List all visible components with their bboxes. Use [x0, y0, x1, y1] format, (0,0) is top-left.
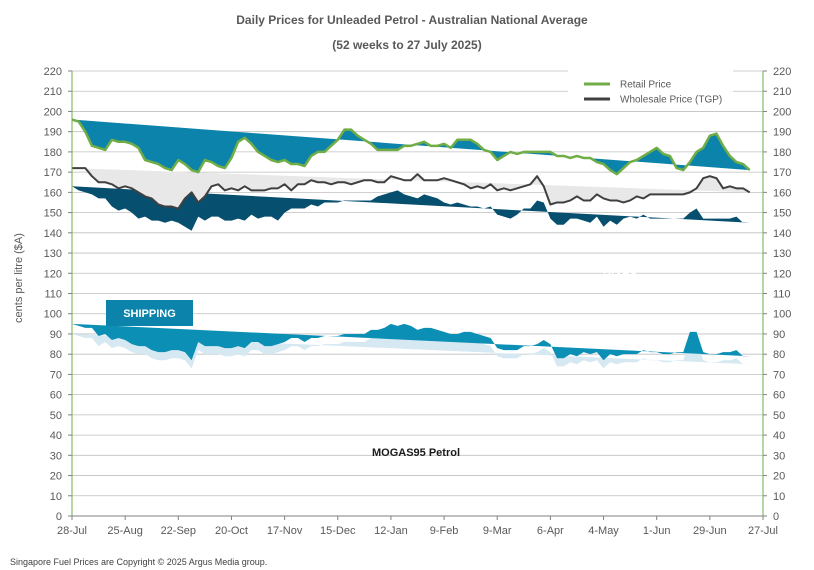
- y-tick-label-right: 140: [773, 228, 791, 240]
- annotation-mogas95: MOGAS95 Petrol: [372, 447, 460, 459]
- y-tick-label-left: 60: [50, 390, 62, 402]
- y-tick-label-right: 110: [773, 289, 791, 301]
- area-taxes: [72, 186, 750, 231]
- area-mogas95-petrol: [72, 331, 750, 369]
- y-tick-label-left: 70: [50, 369, 62, 381]
- x-tick-label: 17-Nov: [267, 525, 303, 537]
- chart-title: Daily Prices for Unleaded Petrol - Austr…: [236, 13, 588, 27]
- annotation-taxes: TAXES: [601, 268, 637, 280]
- x-tick-label: 15-Dec: [320, 525, 356, 537]
- y-tick-label-right: 100: [773, 309, 791, 321]
- y-tick-label-right: 60: [773, 390, 785, 402]
- x-tick-label: 25-Aug: [107, 525, 142, 537]
- y-tick-label-left: 110: [44, 289, 62, 301]
- y-tick-label-left: 170: [44, 167, 62, 179]
- annotation-shipping: SHIPPING: [123, 308, 176, 320]
- legend-label: Wholesale Price (TGP): [620, 95, 722, 106]
- series-line-wholesale-price-tgp-: [72, 167, 751, 210]
- y-tick-label-right: 210: [773, 86, 791, 98]
- x-tick-label: 22-Sep: [161, 525, 196, 537]
- x-tick-label: 29-Jun: [693, 525, 727, 537]
- x-tick-label: 6-Apr: [537, 525, 564, 537]
- x-tick-label: 9-Feb: [430, 525, 459, 537]
- x-tick-label: 9-Mar: [483, 525, 512, 537]
- y-tick-label-left: 140: [44, 228, 62, 240]
- chart-subtitle: (52 weeks to 27 July 2025): [332, 38, 481, 52]
- area-wholesale-margin: [72, 168, 750, 209]
- y-tick-label-right: 190: [773, 127, 791, 139]
- y-tick-label-left: 210: [44, 86, 62, 98]
- y-tick-label-right: 180: [773, 147, 791, 159]
- y-tick-label-right: 80: [773, 349, 785, 361]
- y-tick-label-right: 220: [773, 66, 791, 78]
- area-retail-margin: [72, 119, 750, 175]
- y-tick-label-left: 50: [50, 410, 62, 422]
- y-tick-label-right: 30: [773, 450, 785, 462]
- shipping-label-box: [106, 300, 193, 326]
- x-tick-label: 4-May: [588, 525, 619, 537]
- y-tick-label-right: 120: [773, 268, 791, 280]
- y-tick-label-left: 200: [44, 106, 62, 118]
- y-tick-label-right: 70: [773, 369, 785, 381]
- y-tick-label-right: 10: [773, 491, 785, 503]
- y-tick-label-right: 20: [773, 471, 785, 483]
- y-axis-label: cents per litre ($A): [13, 233, 25, 323]
- y-tick-label-left: 190: [44, 127, 62, 139]
- x-tick-label: 28-Jul: [57, 525, 87, 537]
- y-tick-label-left: 180: [44, 147, 62, 159]
- y-tick-label-right: 90: [773, 329, 785, 341]
- y-tick-label-left: 80: [50, 349, 62, 361]
- area-shipping: [72, 323, 750, 361]
- legend-box: [568, 70, 733, 108]
- y-tick-label-left: 30: [50, 450, 62, 462]
- x-tick-label: 20-Oct: [215, 525, 248, 537]
- y-tick-label-right: 50: [773, 410, 785, 422]
- x-tick-label: 27-Jul: [748, 525, 778, 537]
- legend-label: Retail Price: [620, 80, 672, 91]
- y-tick-label-right: 170: [773, 167, 791, 179]
- y-tick-label-left: 20: [50, 471, 62, 483]
- y-tick-label-right: 40: [773, 430, 785, 442]
- x-tick-label: 12-Jan: [374, 525, 408, 537]
- y-tick-label-left: 120: [44, 268, 62, 280]
- y-tick-label-left: 150: [44, 208, 62, 220]
- y-tick-label-left: 40: [50, 430, 62, 442]
- y-tick-label-left: 130: [44, 248, 62, 260]
- y-tick-label-right: 150: [773, 208, 791, 220]
- y-tick-label-left: 100: [44, 309, 62, 321]
- y-tick-label-left: 220: [44, 66, 62, 78]
- y-tick-label-left: 90: [50, 329, 62, 341]
- y-tick-label-right: 160: [773, 187, 791, 199]
- y-tick-label-left: 160: [44, 187, 62, 199]
- copyright-footer: Singapore Fuel Prices are Copyright © 20…: [10, 557, 267, 567]
- y-tick-label-left: 0: [56, 511, 62, 523]
- x-tick-label: 1-Jun: [643, 525, 671, 537]
- y-tick-label-right: 0: [773, 511, 779, 523]
- y-tick-label-right: 130: [773, 248, 791, 260]
- y-tick-label-left: 10: [50, 491, 62, 503]
- series-line-retail-price: [71, 118, 751, 176]
- y-tick-label-right: 200: [773, 106, 791, 118]
